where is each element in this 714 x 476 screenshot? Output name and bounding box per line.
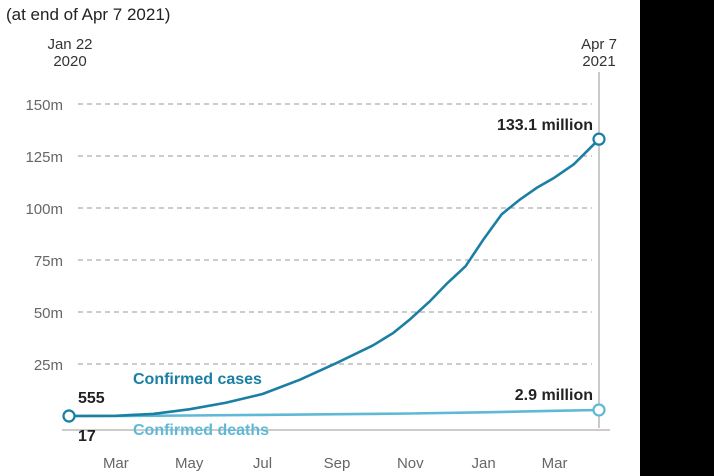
- x-tick-label-6: Mar: [542, 455, 568, 472]
- y-tick-label-150: 150m: [25, 97, 63, 114]
- y-tick-label-100: 100m: [25, 201, 63, 218]
- grid: [78, 103, 592, 365]
- series: [62, 132, 606, 423]
- x-axis-ticks: Mar May Jul Sep Nov Jan Mar: [103, 455, 568, 472]
- y-tick-label-50: 50m: [34, 305, 63, 322]
- deaths-end-value: 2.9 million: [515, 387, 593, 404]
- deaths-start-value: 17: [78, 428, 96, 445]
- start-date-line-2: 2020: [53, 53, 86, 70]
- x-tick-label-3: Sep: [324, 455, 351, 472]
- x-tick-label-0: Mar: [103, 455, 129, 472]
- right-dark-margin: [640, 0, 714, 476]
- confirmed-deaths-end-point: [592, 403, 606, 417]
- confirmed-cases-end-point: [592, 132, 606, 146]
- cases-end-value: 133.1 million: [497, 117, 593, 134]
- deaths-series-label: Confirmed deaths: [133, 422, 269, 439]
- y-tick-label-125: 125m: [25, 149, 63, 166]
- x-tick-label-4: Nov: [397, 455, 424, 472]
- y-axis-ticks: 25m 50m 75m 100m 125m 150m: [25, 97, 63, 374]
- cases-series-label: Confirmed cases: [133, 371, 262, 388]
- end-date-line-1: Apr 7: [581, 36, 617, 53]
- chart-subtitle: (at end of Apr 7 2021): [6, 5, 170, 24]
- end-date-label: Apr 7 2021: [581, 36, 617, 70]
- start-date-label: Jan 22 2020: [47, 36, 92, 70]
- confirmed-cases-line: [67, 137, 601, 418]
- y-tick-label-25: 25m: [34, 357, 63, 374]
- x-tick-label-1: May: [175, 455, 204, 472]
- x-tick-label-2: Jul: [253, 455, 272, 472]
- y-tick-label-75: 75m: [34, 253, 63, 270]
- x-tick-label-5: Jan: [472, 455, 496, 472]
- start-date-line-1: Jan 22: [47, 36, 92, 53]
- confirmed-cases-start-point: [62, 409, 76, 423]
- end-date-line-2: 2021: [582, 53, 615, 70]
- cases-start-value: 555: [78, 390, 105, 407]
